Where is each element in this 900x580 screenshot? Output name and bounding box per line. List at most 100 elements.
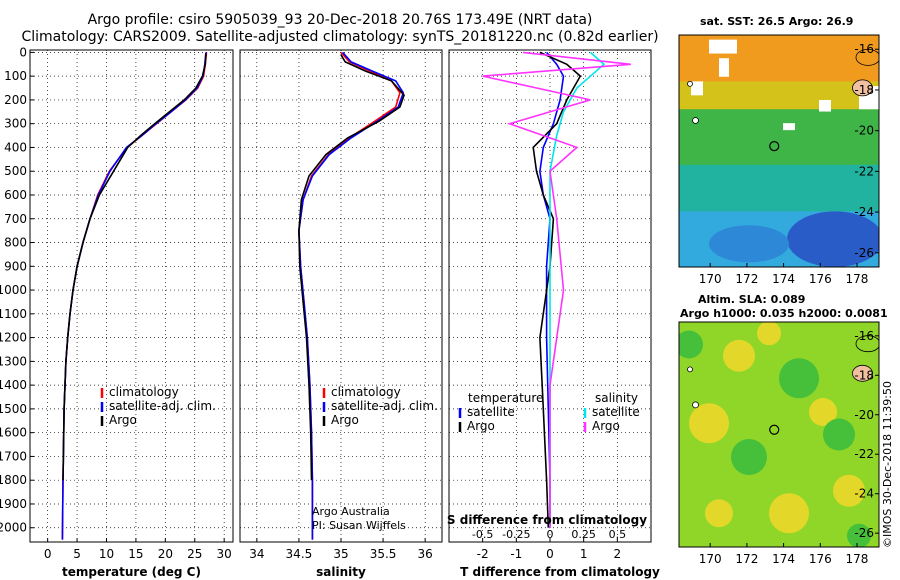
map-x-tick-label: 176 xyxy=(809,272,832,286)
x-tick-label: 10 xyxy=(99,547,114,561)
map-x-tick-label: 170 xyxy=(699,272,722,286)
series-line-s-argo xyxy=(482,51,631,528)
y-tick-label: 2000 xyxy=(0,521,27,535)
sst-band xyxy=(679,109,879,165)
legend-label: Argo xyxy=(331,413,359,427)
map-x-tick-label: 176 xyxy=(809,552,832,566)
map-y-tick-label: -24 xyxy=(854,205,874,219)
map-y-tick-label: -20 xyxy=(854,124,874,138)
y-tick-label: 1700 xyxy=(0,449,27,463)
map-y-tick-label: -18 xyxy=(854,368,874,382)
map-y-tick-label: -16 xyxy=(854,329,874,343)
x-tick-label: -2 xyxy=(477,547,489,561)
map-x-tick-label: 172 xyxy=(735,272,758,286)
y-tick-label: 1300 xyxy=(0,354,27,368)
x-tick-label: 0 xyxy=(546,547,554,561)
sla-high-patch xyxy=(757,322,781,346)
map-y-tick-label: -20 xyxy=(854,408,874,422)
map-field xyxy=(679,35,879,267)
x-axis-label: temperature (deg C) xyxy=(62,565,201,579)
profile-panel-0: 0 5 10 15 20 25 30 temperature (deg C) 0 100 200 30… xyxy=(0,45,234,579)
island-vanuatu xyxy=(692,117,699,124)
series-line-climatology xyxy=(61,52,208,540)
x-tick-label: 30 xyxy=(217,547,232,561)
y-tick-label: 800 xyxy=(4,236,27,250)
sla-map-subtitle: Argo h1000: 0.035 h2000: 0.0081 xyxy=(680,307,888,320)
island-vanuatu xyxy=(687,80,693,87)
x-tick-label: 2 xyxy=(614,547,622,561)
map-y-tick-label: -18 xyxy=(854,83,874,97)
series-line-climatology xyxy=(298,51,401,540)
map-frame xyxy=(678,321,880,548)
no-data-patch xyxy=(691,81,703,96)
island-vanuatu xyxy=(692,401,699,409)
legend-heading-temperature: temperature xyxy=(468,391,543,405)
sst-band xyxy=(679,164,879,212)
top-tick-label: -0.5 xyxy=(472,528,493,541)
sla-high-patch xyxy=(833,474,865,507)
sla-high-patch xyxy=(809,398,837,426)
y-tick-label: 200 xyxy=(4,93,27,107)
imos-timestamp: ©IMOS 30-Dec-2018 11:39:50 xyxy=(881,381,894,548)
y-tick-label: 1400 xyxy=(0,378,27,392)
series-line-t-argo xyxy=(532,51,582,528)
x-tick-label: 34.5 xyxy=(286,547,313,561)
sla-low-patch xyxy=(823,418,855,451)
x-tick-label: 34 xyxy=(249,547,264,561)
x-tick-label: 15 xyxy=(128,547,143,561)
y-tick-label: 1000 xyxy=(0,283,27,297)
sst-map: 170 172 174 176 178 -16 -18 -20 -22 -24 -26 xyxy=(678,34,880,286)
legend-label: climatology xyxy=(331,385,401,399)
sst-map-title: sat. SST: 26.5 Argo: 26.9 xyxy=(700,15,854,28)
top-tick-label: 0.5 xyxy=(609,528,627,541)
y-tick-label: 1500 xyxy=(0,402,27,416)
series-line-argo xyxy=(62,53,207,481)
no-data-patch xyxy=(819,99,831,112)
map-x-tick-label: 172 xyxy=(735,552,758,566)
sst-cold-patch xyxy=(709,225,789,263)
legend-label: satellite xyxy=(467,405,515,419)
map-y-tick-label: -24 xyxy=(854,487,874,501)
sst-band xyxy=(679,81,879,112)
map-y-tick-label: -16 xyxy=(854,42,874,56)
argo-float-marker xyxy=(769,424,780,435)
map-y-tick-label: -22 xyxy=(854,447,874,461)
x-tick-label: 35.5 xyxy=(370,547,397,561)
map-x-tick-label: 178 xyxy=(846,272,869,286)
y-tick-label: 500 xyxy=(4,164,27,178)
x-axis-label: salinity xyxy=(316,565,366,579)
island-fiji xyxy=(852,364,873,382)
y-tick-label: 0 xyxy=(19,45,27,59)
x-axis-label: T difference from climatology xyxy=(460,565,660,579)
y-tick-label: 600 xyxy=(4,188,27,202)
y-tick-label: 1100 xyxy=(0,307,27,321)
island-fiji xyxy=(852,79,873,97)
sla-high-patch xyxy=(769,493,809,534)
x-tick-label: 0 xyxy=(44,547,52,561)
legend-label: Argo xyxy=(592,419,620,433)
y-tick-label: 300 xyxy=(4,117,27,131)
map-y-tick-label: -22 xyxy=(854,164,874,178)
island-outline xyxy=(855,335,879,353)
map-x-tick-label: 170 xyxy=(699,552,722,566)
legend-label: Argo xyxy=(467,419,495,433)
series-line-satellite-adj-clim- xyxy=(298,51,405,540)
profile-panel-2: -2 -1 0 1 2 T difference from climatology temp… xyxy=(447,49,660,579)
x-tick-label: 36 xyxy=(418,547,433,561)
no-data-patch xyxy=(783,123,795,131)
y-tick-label: 1200 xyxy=(0,331,27,345)
legend-label: satellite xyxy=(592,405,640,419)
map-x-tick-label: 174 xyxy=(772,552,795,566)
x-tick-label: -1 xyxy=(510,547,522,561)
series-line-argo xyxy=(298,54,406,481)
map-x-tick-label: 174 xyxy=(772,272,795,286)
y-tick-label: 1800 xyxy=(0,473,27,487)
legend-label: climatology xyxy=(109,385,179,399)
top-tick-label: -0.25 xyxy=(502,528,530,541)
map-field xyxy=(679,322,879,547)
legend-label: satellite-adj. clim. xyxy=(109,399,216,413)
sla-map: 170 172 174 176 178 -16 -18 -20 -22 -24 -26 xyxy=(678,321,880,566)
map-x-tick-label: 178 xyxy=(846,552,869,566)
title-line-2: Climatology: CARS2009. Satellite-adjuste… xyxy=(21,29,659,45)
